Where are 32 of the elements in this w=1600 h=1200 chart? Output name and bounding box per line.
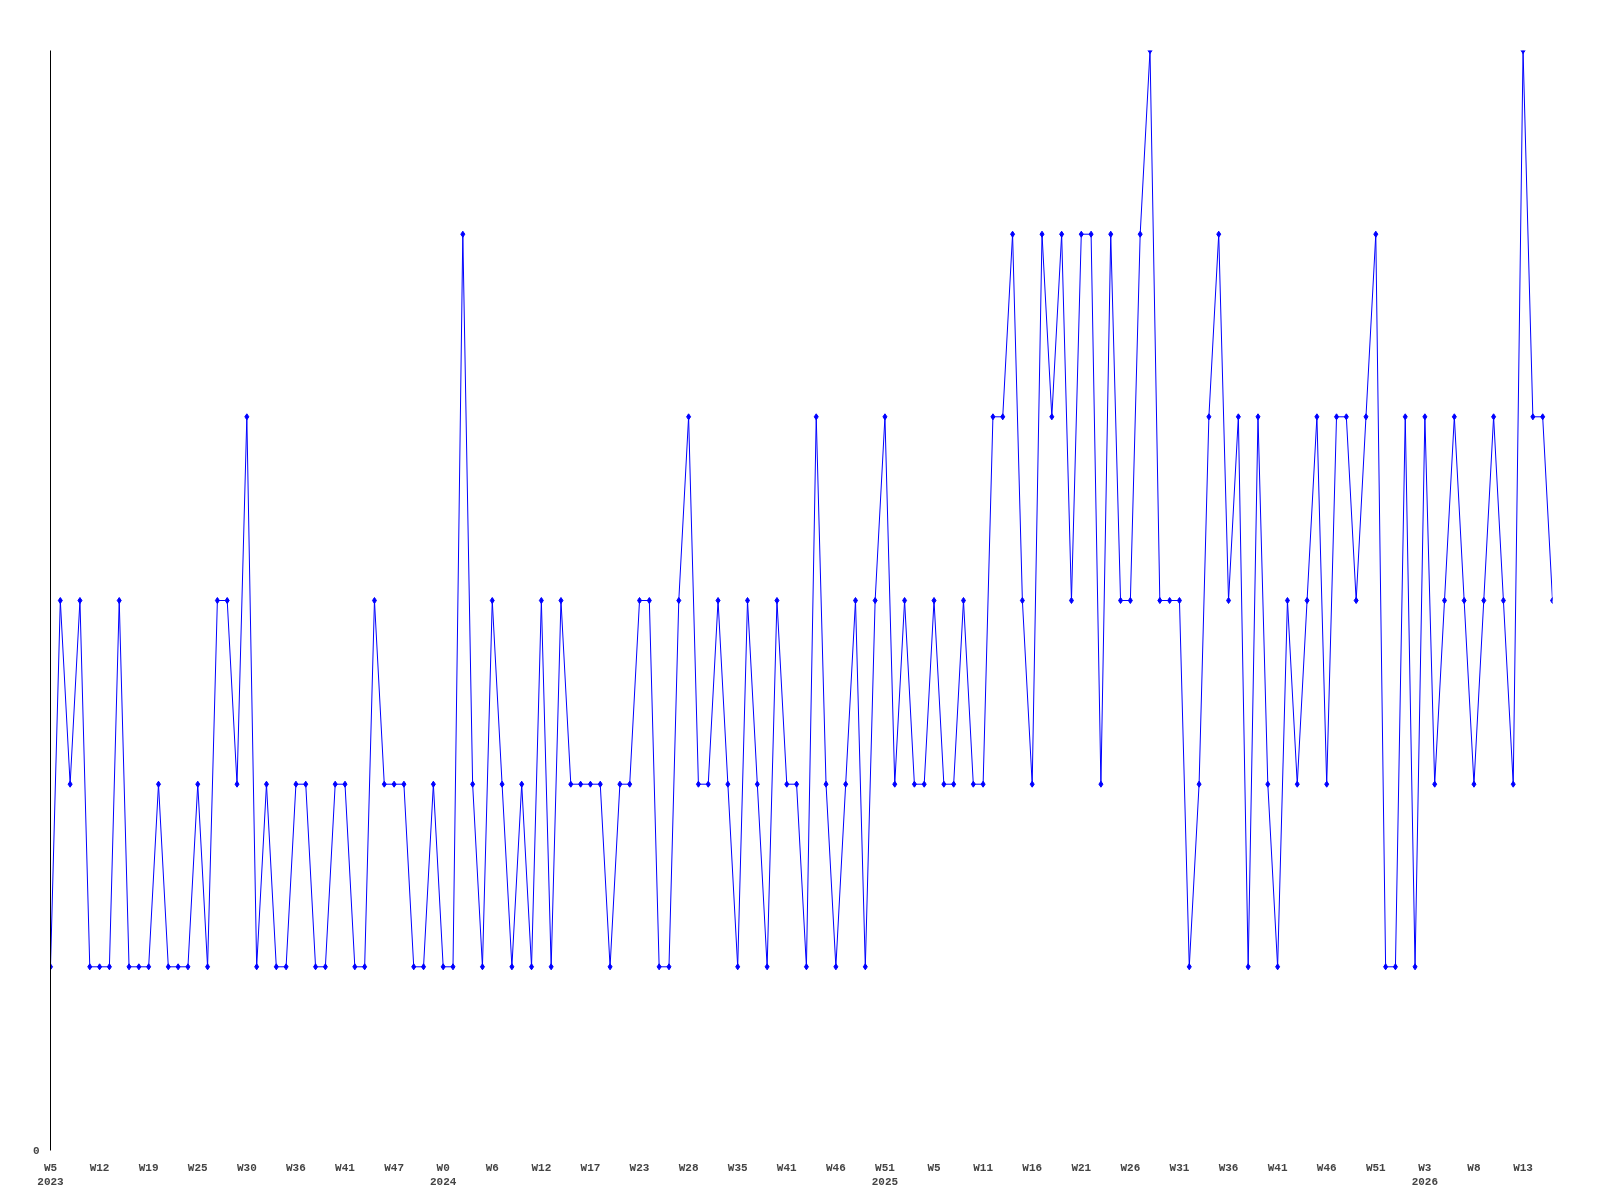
x-tick-label: W19: [138, 1161, 159, 1174]
x-tick-label: W51: [1365, 1161, 1387, 1174]
x-tick-label: W12: [89, 1161, 110, 1174]
x-tick-label: W35: [727, 1161, 748, 1174]
x-tick-label: W31: [1169, 1161, 1190, 1174]
x-tick-label: W17: [580, 1161, 601, 1174]
x-tick-label: W46: [825, 1161, 846, 1174]
x-tick-label: W23: [629, 1161, 650, 1174]
text: 0: [32, 1145, 40, 1157]
x-tick-label: W21: [1071, 1161, 1092, 1174]
x-tick-label: W26: [1120, 1161, 1141, 1174]
x-tick-label: W51 2025: [871, 1161, 899, 1188]
x-tick-label: W41: [1267, 1161, 1288, 1174]
x-tick-label: W13: [1513, 1161, 1534, 1174]
x-tick-label: W12: [531, 1161, 552, 1174]
x-tick-label: W41: [776, 1161, 798, 1174]
x-tick-label: W47: [384, 1161, 405, 1174]
x-tick-label: W46: [1316, 1161, 1337, 1174]
x-tick-label: W8: [1467, 1161, 1481, 1174]
x-tick-label: W3 2026: [1411, 1161, 1439, 1188]
x-tick-label: W6: [485, 1161, 499, 1174]
x-tick-label: W11: [973, 1161, 994, 1174]
x-tick-label: W16: [1022, 1161, 1043, 1174]
x-tick-label: W36: [1218, 1161, 1239, 1174]
x-tick-label: W30: [236, 1161, 257, 1174]
x-tick-label: W5: [927, 1161, 942, 1174]
x-tick-label: W25: [187, 1161, 209, 1174]
x-tick-label: W28: [678, 1161, 699, 1174]
x-tick-label: W41: [335, 1161, 356, 1174]
x-tick-label: W0 2024: [429, 1161, 457, 1188]
x-tick-label: W36: [286, 1161, 306, 1174]
x-tick-label: W5 2023: [37, 1161, 65, 1188]
